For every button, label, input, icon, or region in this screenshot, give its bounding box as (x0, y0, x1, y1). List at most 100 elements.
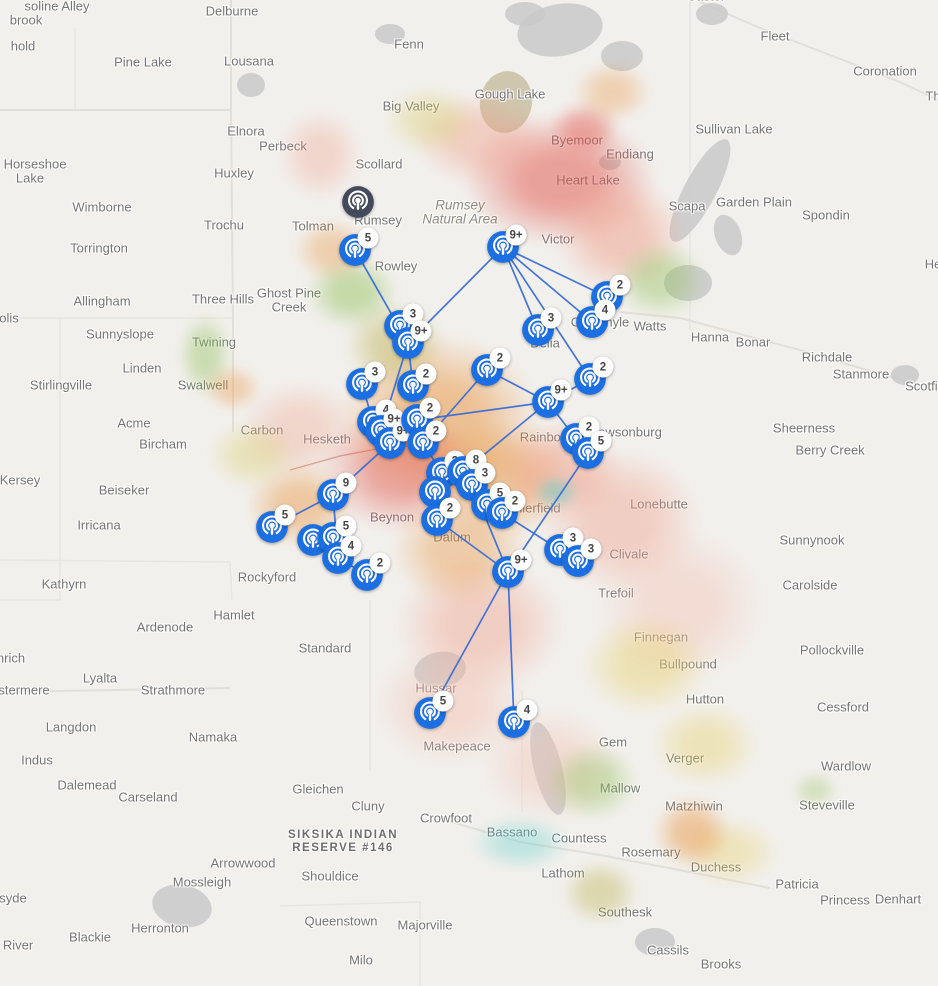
map-marker[interactable]: 2 (486, 490, 526, 530)
heatmap-blob (170, 300, 240, 410)
map-marker[interactable]: 3 (384, 303, 424, 343)
lake-shape (601, 41, 643, 71)
heatmap-blob (562, 52, 662, 132)
boundary-line (279, 901, 421, 986)
marker-count-badge: 5 (590, 430, 612, 452)
place-label: Gem (598, 734, 628, 750)
place-label: Southesk (597, 904, 653, 920)
place-label: Sunnyslope (86, 326, 154, 342)
place-label: Sunnynook (779, 532, 845, 548)
marker-count-badge: 9 (335, 472, 357, 494)
marker-count-badge: 3 (474, 462, 496, 484)
place-label: Carolside (782, 577, 838, 593)
place-label: Huxley (214, 165, 254, 181)
place-label: Scollard (355, 156, 403, 172)
map-marker[interactable]: 3 (346, 361, 386, 401)
map-marker[interactable]: 2 (471, 347, 511, 387)
place-label: Swalwell (177, 377, 229, 393)
map-marker[interactable]: 2 (574, 356, 614, 396)
place-label: Berry Creek (795, 442, 865, 458)
place-label: River (2, 937, 34, 953)
map-marker[interactable]: 5 (572, 430, 612, 470)
place-label: Scotfie (905, 378, 938, 394)
place-label: Lyalta (82, 670, 118, 686)
map-marker[interactable]: 3 (522, 307, 562, 347)
place-label: Makepeace (423, 738, 491, 754)
connection-line (416, 401, 549, 421)
broadcast-icon (414, 697, 446, 729)
map-marker[interactable]: 4 (498, 699, 538, 739)
place-label: Lonebutte (630, 496, 688, 512)
place-label: Allingham (73, 293, 131, 309)
heatmap-blob (550, 849, 650, 935)
place-label: Rumsey (354, 212, 402, 228)
lake-shape (375, 24, 405, 44)
map-marker[interactable]: 3 (562, 538, 602, 578)
place-label: Brooks (700, 956, 742, 972)
boundary-line (0, 318, 61, 601)
boundary-line (0, 559, 233, 601)
place-label: Wardlow (820, 758, 872, 774)
marker-count-badge: 3 (562, 527, 584, 549)
place-label: Steveville (799, 797, 855, 813)
marker-count-badge: 5 (432, 690, 454, 712)
map-marker[interactable]: 2 (421, 497, 461, 537)
map-marker[interactable]: 5 (414, 690, 454, 730)
map-marker[interactable]: 4 (576, 299, 616, 339)
place-label: Hanna (690, 329, 730, 345)
place-label: Herronton (131, 920, 189, 936)
map-marker[interactable]: 9 (317, 472, 357, 512)
place-label: Elnora (227, 123, 265, 139)
lake-shape (696, 3, 728, 25)
marker-count-badge: 3 (364, 361, 386, 383)
place-label: Horseshoe (3, 156, 67, 172)
map-marker[interactable]: 4 (322, 535, 362, 575)
map-marker[interactable]: 9+ (492, 549, 532, 589)
place-label: Kathyrn (41, 576, 87, 592)
place-label: Gleichen (292, 781, 344, 797)
place-label: Crowfoot (419, 810, 473, 826)
map-marker[interactable]: 2 (351, 552, 391, 592)
marker-count-badge: 3 (580, 538, 602, 560)
map-marker[interactable]: 5 (256, 504, 296, 544)
place-label: Three Hills (191, 291, 255, 307)
place-label: Bullpound (659, 656, 717, 672)
place-label: Duchess (690, 859, 742, 875)
place-label: Richdale (801, 349, 853, 365)
lake-shape (891, 365, 919, 385)
place-label: Rosemary (621, 844, 681, 860)
place-label: Countess (551, 830, 607, 846)
road-line (0, 687, 231, 693)
map-marker[interactable]: 5 (339, 227, 379, 267)
marker-count-badge: 9+ (510, 549, 532, 571)
place-label: Ghost Pine (256, 285, 322, 301)
map-marker[interactable]: 9+ (487, 224, 527, 264)
place-label: SIKSIKA INDIAN (287, 829, 399, 841)
marker-count-badge: 9+ (410, 320, 432, 342)
place-label: Clivale (609, 546, 649, 562)
map-marker[interactable]: 9+ (532, 379, 572, 419)
heatmap-blob (532, 732, 652, 832)
heatmap-blob (540, 93, 630, 163)
connection-line (429, 571, 509, 714)
place-label: Trochu (204, 217, 244, 233)
place-label: Perbeck (259, 138, 307, 154)
place-label: Verger (665, 750, 705, 766)
place-label: Wimborne (72, 199, 132, 215)
map-marker[interactable]: 9+ (392, 320, 432, 360)
place-label: Matzhiwin (665, 798, 723, 814)
place-label: Langdon (45, 719, 97, 735)
map-marker-selected[interactable] (342, 186, 375, 219)
place-label: Rowley (374, 258, 418, 274)
place-label: Lathom (541, 865, 585, 881)
place-label: Arrowwood (210, 855, 276, 871)
map-marker[interactable]: 2 (397, 363, 437, 403)
place-label: Beiseker (98, 482, 150, 498)
marker-count-badge: 2 (592, 356, 614, 378)
map-marker[interactable]: 2 (407, 420, 447, 460)
place-label: Namaka (188, 729, 238, 745)
heatmap-blob (635, 690, 775, 800)
